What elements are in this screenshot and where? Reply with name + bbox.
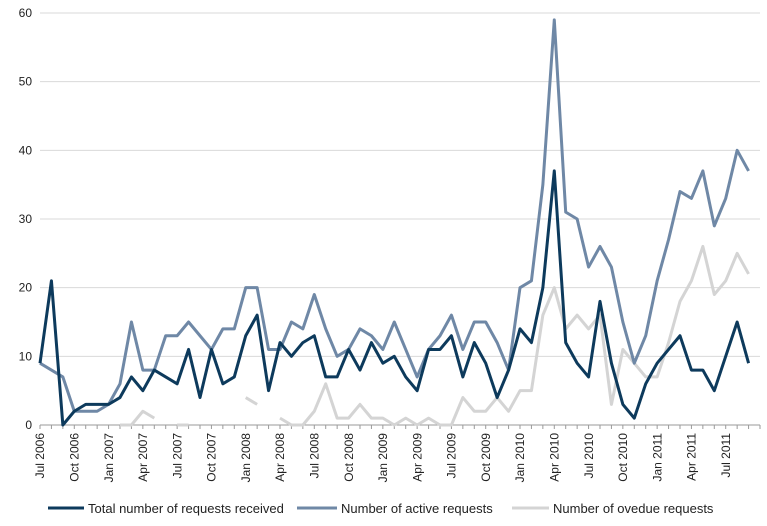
x-tick-label: Jul 2006 — [33, 433, 47, 479]
x-tick-label: Apr 2009 — [410, 433, 424, 482]
x-tick-label: Jul 2010 — [582, 433, 596, 479]
legend-label: Number of active requests — [341, 501, 493, 516]
legend-label: Total number of requests received — [88, 501, 284, 516]
y-tick-label: 50 — [19, 75, 33, 89]
series-line — [120, 244, 750, 427]
x-tick-label: Jul 2011 — [719, 433, 733, 478]
x-tick-label: Oct 2009 — [479, 433, 493, 482]
x-tick-label: Oct 2008 — [342, 433, 356, 482]
x-tick-label: Jul 2007 — [170, 433, 184, 479]
x-tick-label: Apr 2007 — [136, 433, 150, 482]
y-tick-label: 60 — [19, 6, 33, 20]
x-tick-label: Apr 2011 — [685, 433, 699, 481]
x-tick-label: Jan 2010 — [513, 433, 527, 483]
y-tick-label: 0 — [25, 418, 32, 432]
gridlines — [40, 12, 760, 357]
y-axis: 0 10 20 30 40 50 60 — [19, 6, 33, 432]
x-tick-label: Jul 2009 — [445, 433, 459, 479]
y-tick-label: 20 — [19, 281, 33, 295]
x-tick-label: Jan 2008 — [239, 433, 253, 483]
x-tick-label: Oct 2007 — [205, 433, 219, 482]
legend-label: Number of ovedue requests — [553, 501, 714, 516]
x-axis: Jul 2006 Oct 2006 Jan 2007 Apr 2007 Jul 2007… — [33, 424, 761, 483]
x-tick-label: Oct 2006 — [67, 433, 81, 482]
x-tick-label: Jan 2011 — [650, 433, 664, 482]
x-tick-label: Oct 2010 — [616, 433, 630, 482]
x-tick-label: Apr 2010 — [547, 433, 561, 482]
x-tick-label: Apr 2008 — [273, 433, 287, 482]
y-tick-label: 40 — [19, 143, 33, 157]
series-lines — [38, 18, 751, 427]
x-tick-label: Jul 2008 — [307, 433, 321, 479]
y-tick-label: 30 — [19, 212, 33, 226]
legend: Total number of requests received Number … — [48, 501, 714, 516]
x-tick-label: Jan 2009 — [376, 433, 390, 483]
series-line — [39, 18, 750, 413]
x-tick-label: Jan 2007 — [102, 433, 116, 483]
y-tick-label: 10 — [19, 349, 33, 363]
series-line — [38, 169, 751, 427]
